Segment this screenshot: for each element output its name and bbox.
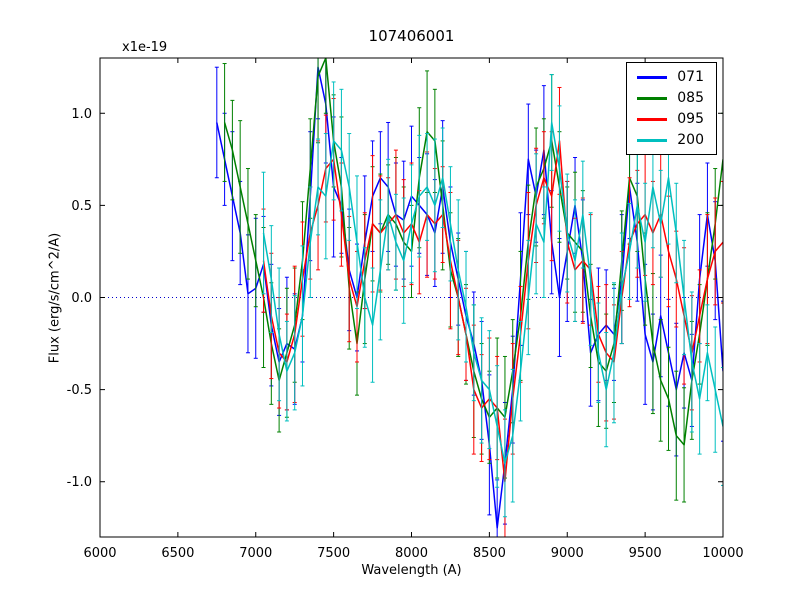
- svg-text:9500: 9500: [629, 546, 662, 561]
- svg-text:7500: 7500: [317, 546, 350, 561]
- x-axis-label: Wavelength (A): [361, 563, 462, 578]
- svg-text:7000: 7000: [239, 546, 272, 561]
- svg-text:-1.0: -1.0: [67, 475, 92, 490]
- legend-label: 095: [677, 111, 704, 127]
- svg-text:6500: 6500: [161, 546, 194, 561]
- legend-label: 200: [677, 132, 704, 148]
- legend-item: 085: [637, 91, 704, 105]
- svg-text:6000: 6000: [83, 546, 116, 561]
- y-axis-label: Flux (erg/s/cm^2/A): [47, 232, 63, 364]
- legend-item: 200: [637, 133, 704, 147]
- y-axis-offset-label: x1e-19: [122, 40, 168, 55]
- svg-text:10000: 10000: [702, 546, 743, 561]
- legend-item: 071: [637, 70, 704, 84]
- legend-line-swatch: [637, 138, 668, 142]
- legend-line-swatch: [637, 117, 668, 121]
- legend-item: 095: [637, 112, 704, 126]
- svg-text:8000: 8000: [395, 546, 428, 561]
- legend-line-swatch: [637, 75, 668, 79]
- legend: 071 085 095 200: [626, 62, 717, 155]
- legend-label: 085: [677, 90, 704, 106]
- svg-text:8500: 8500: [473, 546, 506, 561]
- chart-title: 107406001: [368, 27, 455, 45]
- svg-text:0.0: 0.0: [71, 291, 92, 306]
- svg-text:1.0: 1.0: [71, 107, 92, 122]
- legend-label: 071: [677, 69, 704, 85]
- legend-line-swatch: [637, 96, 668, 100]
- svg-text:-0.5: -0.5: [67, 383, 92, 398]
- svg-text:0.5: 0.5: [71, 199, 92, 214]
- svg-text:9000: 9000: [551, 546, 584, 561]
